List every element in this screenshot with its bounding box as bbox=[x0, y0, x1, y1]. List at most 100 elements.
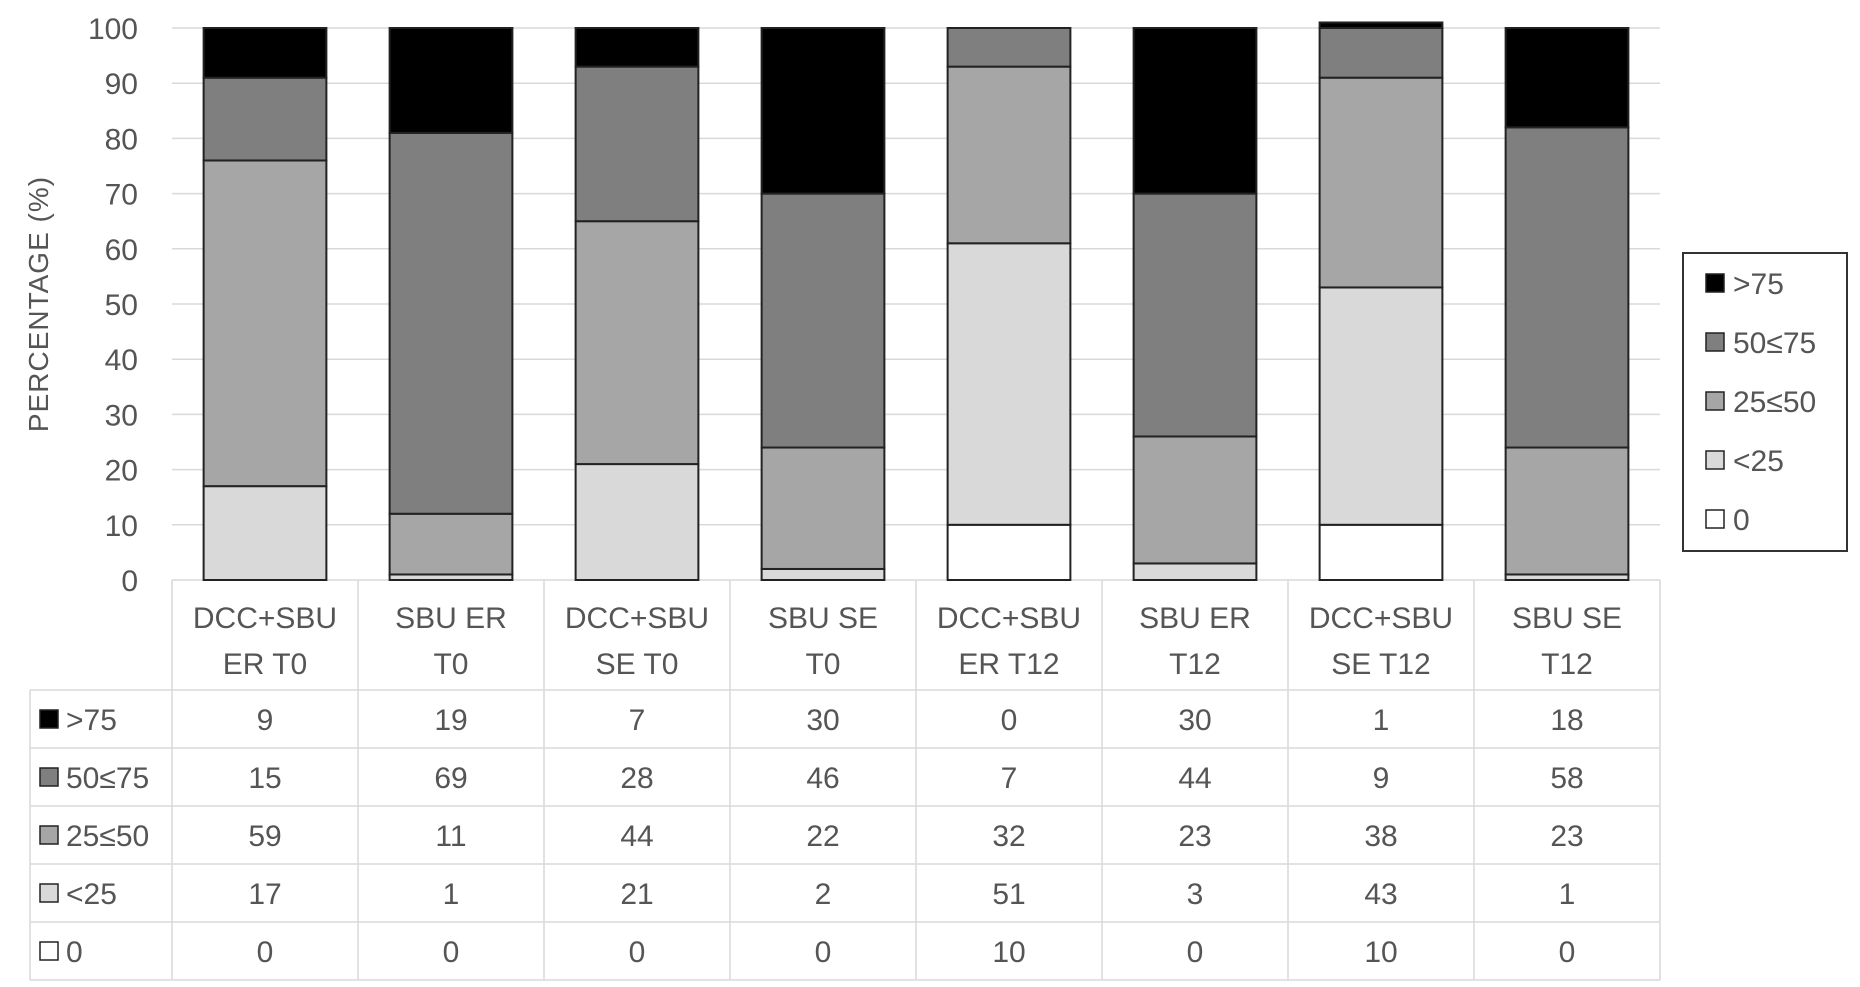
bar-segment bbox=[388, 131, 514, 515]
legend-label: 0 bbox=[1733, 504, 1750, 537]
table-cell: 7 bbox=[629, 704, 646, 737]
bar-segment bbox=[1318, 286, 1444, 526]
bar-segment bbox=[760, 567, 886, 582]
table-cell: 22 bbox=[806, 820, 839, 853]
x-category-label: ER T12 bbox=[958, 648, 1059, 681]
table-cell: 17 bbox=[248, 878, 281, 911]
table-cell: 19 bbox=[434, 704, 467, 737]
bar-segment bbox=[574, 463, 700, 581]
table-cell: 38 bbox=[1364, 820, 1397, 853]
legend: >75 50≤75 25≤50 <25 0 bbox=[1682, 252, 1848, 552]
table-cell: 0 bbox=[629, 936, 646, 969]
x-category-label: SE T0 bbox=[596, 648, 679, 681]
table-cell: 59 bbox=[248, 820, 281, 853]
legend-swatch bbox=[1705, 273, 1725, 293]
table-cell: 15 bbox=[248, 762, 281, 795]
table-cell: 7 bbox=[1001, 762, 1018, 795]
bar-segment bbox=[760, 446, 886, 570]
table-cell: 18 bbox=[1550, 704, 1583, 737]
table-row-label: 0 bbox=[66, 936, 83, 969]
table-row-label: <25 bbox=[66, 878, 117, 911]
y-tick-label: 50 bbox=[105, 289, 138, 322]
bar-segment bbox=[202, 485, 328, 581]
x-category-label: SBU SE bbox=[1512, 602, 1622, 635]
bar-segment bbox=[1504, 446, 1630, 576]
x-category-label: DCC+SBU bbox=[565, 602, 709, 635]
legend-swatch bbox=[1705, 332, 1725, 352]
bar-segment bbox=[1318, 76, 1444, 289]
table-row-swatch bbox=[39, 941, 59, 961]
table-cell: 28 bbox=[620, 762, 653, 795]
bar-segment bbox=[574, 220, 700, 466]
x-category-label: T0 bbox=[805, 648, 840, 681]
table-row-label: 25≤50 bbox=[66, 820, 149, 853]
x-category-label: T0 bbox=[433, 648, 468, 681]
data-table: DCC+SBU ER T0 SBU ER T0 DCC+SBU SE T0 SBU SE T0… bbox=[29, 580, 1661, 981]
y-tick-label: 20 bbox=[105, 455, 138, 488]
legend-swatch bbox=[1705, 450, 1725, 470]
table-row-label: >75 bbox=[66, 704, 117, 737]
bar-segment bbox=[1318, 27, 1444, 79]
table-cell: 23 bbox=[1550, 820, 1583, 853]
legend-label: >75 bbox=[1733, 268, 1784, 301]
table-cell: 44 bbox=[620, 820, 653, 853]
x-category-label: SBU ER bbox=[395, 602, 507, 635]
y-tick-label: 70 bbox=[105, 179, 138, 212]
table-cell: 43 bbox=[1364, 878, 1397, 911]
bar-segment bbox=[760, 192, 886, 449]
x-category-label: SBU SE bbox=[768, 602, 878, 635]
y-tick-label: 40 bbox=[105, 344, 138, 377]
bar-stack bbox=[574, 27, 700, 581]
x-category-label: DCC+SBU bbox=[193, 602, 337, 635]
table-cell: 10 bbox=[1364, 936, 1397, 969]
bar-stack bbox=[202, 27, 328, 581]
y-tick-label: 30 bbox=[105, 399, 138, 432]
table-cell: 0 bbox=[1187, 936, 1204, 969]
table-cell: 69 bbox=[434, 762, 467, 795]
table-cell: 3 bbox=[1187, 878, 1204, 911]
y-axis-label: PERCENTAGE (%) bbox=[23, 176, 54, 432]
bar-segment bbox=[574, 27, 700, 68]
x-category-label: SBU ER bbox=[1139, 602, 1251, 635]
table-cell: 9 bbox=[1373, 762, 1390, 795]
x-category-label: SE T12 bbox=[1331, 648, 1431, 681]
bar-stack bbox=[1504, 27, 1630, 581]
table-cell: 0 bbox=[257, 936, 274, 969]
table-cell: 30 bbox=[1178, 704, 1211, 737]
table-cell: 0 bbox=[443, 936, 460, 969]
table-cell: 10 bbox=[992, 936, 1025, 969]
bar-segment bbox=[1132, 562, 1258, 582]
legend-swatch bbox=[1705, 391, 1725, 411]
bar-segment bbox=[1132, 192, 1258, 438]
table-row-swatch bbox=[39, 709, 59, 729]
bar-segment bbox=[388, 512, 514, 576]
legend-label: 50≤75 bbox=[1733, 327, 1816, 360]
x-category-label: DCC+SBU bbox=[1309, 602, 1453, 635]
table-cell: 44 bbox=[1178, 762, 1211, 795]
bar-stack bbox=[388, 27, 514, 581]
bar-segment bbox=[202, 159, 328, 488]
bar-segment bbox=[1132, 435, 1258, 565]
y-axis: 0 10 20 30 40 50 60 70 80 90 100 bbox=[88, 13, 138, 598]
x-category-label: T12 bbox=[1541, 648, 1593, 681]
table-cell: 2 bbox=[815, 878, 832, 911]
bar-segment bbox=[1504, 126, 1630, 449]
bar-stack bbox=[1318, 21, 1444, 581]
x-category-label: DCC+SBU bbox=[937, 602, 1081, 635]
bar-segment bbox=[202, 76, 328, 162]
table-row-swatch bbox=[39, 825, 59, 845]
table-cell: 46 bbox=[806, 762, 839, 795]
bar-segment bbox=[574, 65, 700, 223]
table-cell: 0 bbox=[1001, 704, 1018, 737]
table-cell: 0 bbox=[1559, 936, 1576, 969]
y-tick-label: 10 bbox=[105, 510, 138, 543]
bar-segment bbox=[946, 523, 1072, 581]
table-cell: 1 bbox=[443, 878, 460, 911]
y-tick-label: 0 bbox=[121, 565, 138, 598]
bar-stack bbox=[760, 27, 886, 582]
bars bbox=[202, 21, 1630, 582]
x-category-label: ER T0 bbox=[223, 648, 307, 681]
bar-segment bbox=[388, 27, 514, 134]
bar-segment bbox=[1504, 27, 1630, 129]
